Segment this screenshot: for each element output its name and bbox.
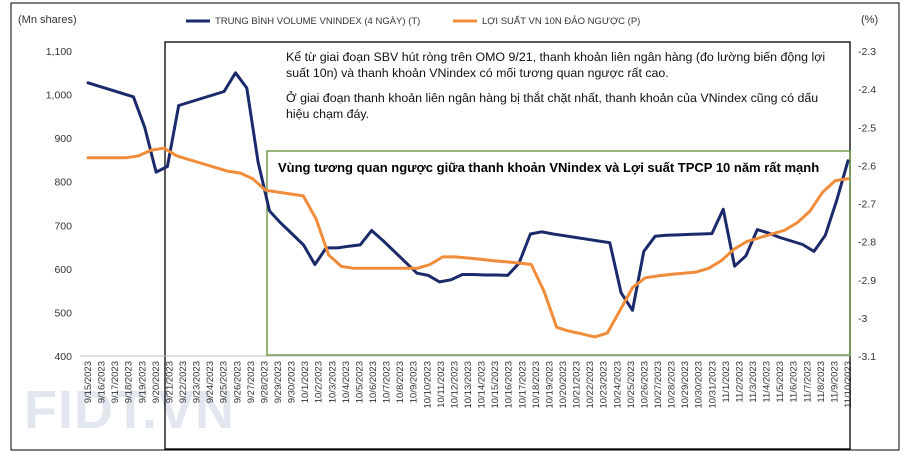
- x-tick-label: 10/30/2023: [694, 361, 705, 409]
- x-tick-label: 9/25/2023: [219, 361, 230, 403]
- right-tick-label: -2.3: [858, 46, 876, 58]
- x-tick-label: 10/14/2023: [477, 361, 488, 409]
- right-tick-label: -2.6: [858, 160, 876, 172]
- x-tick-label: 11/5/2023: [775, 361, 786, 403]
- x-tick-label: 11/10/2023: [843, 361, 854, 408]
- left-tick-label: 700: [54, 220, 72, 232]
- x-tick-label: 9/30/2023: [287, 361, 298, 403]
- left-tick-label: 800: [54, 177, 72, 189]
- left-tick-label: 600: [54, 264, 72, 276]
- annotation-paragraph-2: Ở giai đoạn thanh khoản liên ngân hàng b…: [286, 91, 819, 121]
- left-tick-label: 400: [54, 351, 72, 363]
- x-tick-label: 10/9/2023: [409, 361, 420, 403]
- x-tick-label: 9/29/2023: [273, 361, 284, 403]
- x-tick-label: 9/21/2023: [164, 361, 175, 403]
- x-tick-label: 9/22/2023: [178, 361, 189, 403]
- x-tick-label: 11/4/2023: [762, 361, 773, 403]
- x-tick-label: 10/28/2023: [667, 361, 678, 409]
- x-tick-label: 10/12/2023: [449, 361, 460, 409]
- x-tick-label: 9/16/2023: [97, 361, 108, 403]
- x-tick-label: 10/20/2023: [558, 361, 569, 409]
- x-tick-label: 10/4/2023: [341, 361, 352, 403]
- green-highlight-box: [266, 150, 851, 356]
- x-tick-label: 10/1/2023: [300, 361, 311, 403]
- x-tick-label: 10/23/2023: [599, 361, 610, 409]
- left-tick-label: 900: [54, 133, 72, 145]
- x-tick-label: 10/19/2023: [544, 361, 555, 409]
- x-tick-label: 11/6/2023: [789, 361, 800, 403]
- x-tick-label: 9/23/2023: [192, 361, 203, 403]
- legend-label-yield: LỢI SUẤT VN 10N ĐẢO NGƯỢC (P): [482, 15, 640, 27]
- annotation-text: Kể từ giai đoạn SBV hút ròng trên OMO 9/…: [286, 49, 838, 131]
- x-tick-label: 10/25/2023: [626, 361, 637, 409]
- green-box-title: Vùng tương quan ngược giữa thanh khoản V…: [278, 160, 820, 175]
- x-tick-label: 9/26/2023: [232, 361, 243, 403]
- x-tick-label: 9/18/2023: [124, 361, 135, 403]
- watermark: FIDT.VN: [24, 380, 235, 440]
- left-tick-label: 1,100: [46, 46, 72, 58]
- x-tick-label: 11/1/2023: [721, 361, 732, 403]
- right-tick-label: -2.9: [858, 275, 876, 287]
- left-tick-label: 1,000: [46, 90, 72, 102]
- annotation-paragraph-1: Kể từ giai đoạn SBV hút ròng trên OMO 9/…: [286, 50, 826, 80]
- outer-frame: [10, 2, 900, 451]
- x-tick-label: 9/24/2023: [205, 361, 216, 403]
- x-tick-label: 9/28/2023: [259, 361, 270, 403]
- legend-label-volume: TRUNG BÌNH VOLUME VNINDEX (4 NGÀY) (T): [215, 16, 420, 27]
- x-tick-label: 10/26/2023: [639, 361, 650, 409]
- x-tick-label: 10/7/2023: [382, 361, 393, 403]
- x-tick-label: 10/16/2023: [504, 361, 515, 409]
- right-tick-label: -3: [858, 313, 867, 325]
- x-tick-label: 9/17/2023: [110, 361, 121, 403]
- x-tick-label: 9/20/2023: [151, 361, 162, 403]
- right-axis-unit: (%): [861, 14, 878, 26]
- right-tick-label: -2.5: [858, 122, 876, 134]
- x-tick-label: 11/7/2023: [802, 361, 813, 403]
- x-tick-label: 10/17/2023: [517, 361, 528, 409]
- x-tick-label: 11/2/2023: [734, 361, 745, 403]
- x-tick-label: 10/15/2023: [490, 361, 501, 409]
- x-tick-label: 10/6/2023: [368, 361, 379, 403]
- x-tick-label: 10/10/2023: [422, 361, 433, 409]
- x-tick-label: 10/8/2023: [395, 361, 406, 403]
- x-tick-label: 9/27/2023: [246, 361, 257, 403]
- x-tick-label: 11/9/2023: [829, 361, 840, 403]
- x-tick-label: 10/27/2023: [653, 361, 664, 409]
- left-tick-label: 500: [54, 307, 72, 319]
- x-tick-label: 10/11/2023: [436, 361, 447, 408]
- series-line-yield: [86, 146, 850, 339]
- x-tick-label: 9/19/2023: [137, 361, 148, 403]
- x-tick-label: 9/15/2023: [83, 361, 94, 403]
- x-tick-label: 10/31/2023: [707, 361, 718, 409]
- x-tick-label: 10/5/2023: [354, 361, 365, 403]
- series-line-volume: [86, 71, 850, 312]
- left-axis-unit: (Mn shares): [18, 14, 77, 26]
- x-tick-label: 10/24/2023: [612, 361, 623, 409]
- right-tick-label: -2.4: [858, 84, 876, 96]
- right-tick-label: -2.7: [858, 199, 876, 211]
- x-tick-label: 10/22/2023: [585, 361, 596, 409]
- x-tick-label: 10/13/2023: [463, 361, 474, 409]
- x-tick-label: 10/2/2023: [314, 361, 325, 403]
- x-tick-label: 11/8/2023: [816, 361, 827, 403]
- x-tick-label: 10/18/2023: [531, 361, 542, 409]
- x-tick-label: 10/29/2023: [680, 361, 691, 409]
- right-tick-label: -3.1: [858, 351, 876, 363]
- right-tick-label: -2.8: [858, 237, 876, 249]
- x-tick-label: 10/3/2023: [327, 361, 338, 403]
- x-tick-label: 11/3/2023: [748, 361, 759, 403]
- x-tick-label: 10/21/2023: [572, 361, 583, 409]
